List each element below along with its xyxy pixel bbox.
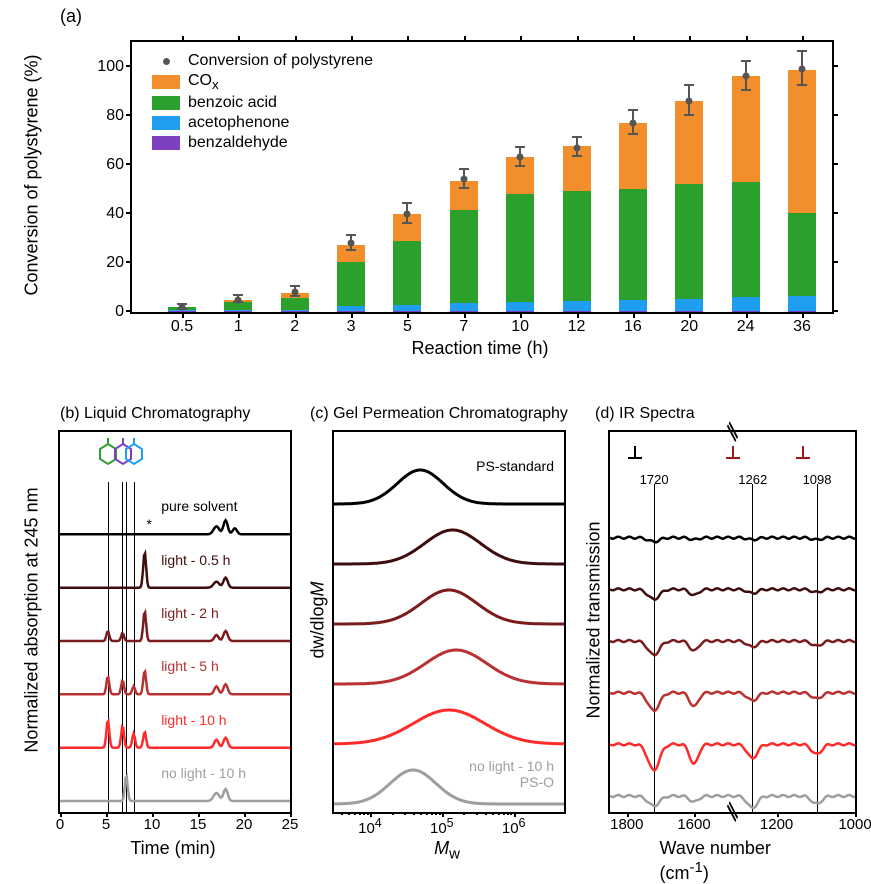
bar-segment-benzoic_acid (506, 194, 534, 302)
bar-segment-benzaldehyde (168, 311, 196, 312)
bar-segment-benzoic_acid (563, 191, 591, 301)
bar (506, 157, 534, 312)
ytick-label: 100 (97, 58, 132, 76)
bar-segment-benzaldehyde (281, 311, 309, 312)
ytick-label: 0 (115, 303, 132, 321)
bar-segment-acetophenone (563, 301, 591, 311)
lc-traces (60, 432, 290, 812)
panel-b-xlabel: Time (min) (130, 838, 215, 859)
ir-traces (610, 432, 855, 812)
bar-segment-benzaldehyde (563, 311, 591, 312)
panel-d-plot: 1800160012001000∕∕∕∕172012621098 (608, 430, 857, 814)
legend-item: COx (152, 72, 373, 92)
bar-segment-benzoic_acid (732, 182, 760, 297)
bar-segment-acetophenone (788, 296, 816, 311)
panel-b-title: (b) Liquid Chromatography (60, 405, 250, 423)
bar-segment-benzaldehyde (506, 311, 534, 312)
ytick-label: 60 (106, 156, 132, 174)
panel-a-ylabel: Conversion of polystyrene (%) (22, 54, 43, 295)
bar-segment-acetophenone (675, 299, 703, 311)
panel-c-title: (c) Gel Permeation Chromatography (310, 405, 568, 423)
panel-c-plot: 104105106PS-standardno light - 10 hPS-O (332, 430, 566, 814)
bar-segment-COx (788, 70, 816, 212)
panel-d-title: (d) IR Spectra (595, 405, 695, 423)
bar (732, 76, 760, 312)
bar-segment-COx (732, 76, 760, 182)
bar-segment-benzoic_acid (224, 302, 252, 309)
bar-segment-benzaldehyde (675, 311, 703, 312)
panel-d-xlabel: Wave number (cm-1) (660, 838, 801, 884)
bar (563, 146, 591, 312)
panel-b-plot: 0510152025pure solventlight - 0.5 hlight… (58, 430, 292, 814)
panel-a-xlabel: Reaction time (h) (411, 338, 548, 359)
bar-segment-benzaldehyde (450, 311, 478, 312)
legend-item: acetophenone (152, 114, 373, 132)
bar-segment-benzaldehyde (619, 311, 647, 312)
bar (393, 214, 421, 312)
bar-segment-acetophenone (619, 300, 647, 311)
bar-segment-acetophenone (506, 302, 534, 311)
panel-a-legend: Conversion of polystyrene COx benzoic acid… (152, 52, 373, 154)
panel-d-ylabel: Normalized transmission (584, 521, 605, 718)
bar (788, 70, 816, 312)
panel-c-ylabel: dw/dlogM (308, 581, 329, 658)
bar-segment-benzaldehyde (224, 311, 252, 312)
gpc-traces (334, 432, 564, 812)
bar (450, 181, 478, 312)
bar-segment-benzoic_acid (281, 298, 309, 310)
figure-root: (a) Conversion of polystyrene (%) Conver… (0, 0, 871, 879)
bar-segment-benzoic_acid (337, 262, 365, 306)
bar-segment-acetophenone (732, 297, 760, 311)
bar (337, 245, 365, 312)
bar (619, 123, 647, 312)
panel-c-xlabel: Mw (434, 838, 460, 863)
legend-item: Conversion of polystyrene (152, 52, 373, 70)
bar-segment-benzoic_acid (619, 189, 647, 299)
bar (675, 101, 703, 312)
bar-segment-acetophenone (450, 303, 478, 310)
ytick-label: 80 (106, 107, 132, 125)
ytick-label: 20 (106, 254, 132, 272)
bar-segment-benzoic_acid (675, 184, 703, 298)
panel-b-ylabel: Normalized absorption at 245 nm (22, 487, 43, 752)
legend-item: benzaldehyde (152, 134, 373, 152)
bar-segment-benzaldehyde (788, 311, 816, 312)
panel-a-label: (a) (60, 6, 82, 27)
bar-segment-benzaldehyde (732, 311, 760, 312)
bar-segment-benzaldehyde (337, 311, 365, 312)
legend-item: benzoic acid (152, 94, 373, 112)
panel-a-plot: Conversion of polystyrene COx benzoic acid… (130, 40, 834, 314)
bar-segment-benzoic_acid (788, 213, 816, 296)
bar-segment-benzoic_acid (393, 241, 421, 305)
bar-segment-benzoic_acid (450, 210, 478, 303)
ytick-label: 40 (106, 205, 132, 223)
bar-segment-benzaldehyde (393, 311, 421, 312)
